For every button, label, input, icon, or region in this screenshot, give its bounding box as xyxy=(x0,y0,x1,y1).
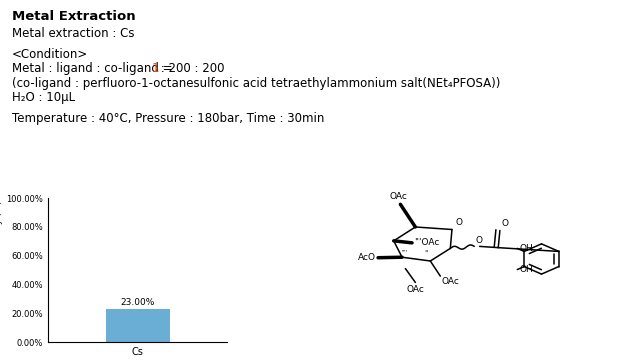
Text: H₂O : 10μL: H₂O : 10μL xyxy=(12,91,75,104)
Bar xyxy=(106,309,170,342)
Text: O: O xyxy=(476,236,483,245)
Text: OAc: OAc xyxy=(390,192,408,201)
Text: OH: OH xyxy=(520,244,533,253)
Text: OAc: OAc xyxy=(406,285,424,294)
Text: 1: 1 xyxy=(152,62,159,75)
Text: OAc: OAc xyxy=(442,277,460,287)
Text: '''': '''' xyxy=(401,250,408,255)
Text: '''OAc: '''OAc xyxy=(413,238,439,247)
Text: AcO: AcO xyxy=(358,253,376,262)
Text: <Condition>: <Condition> xyxy=(12,48,88,61)
Text: '': '' xyxy=(424,250,429,259)
Text: 23.00%: 23.00% xyxy=(120,298,155,307)
Text: Metal extraction : Cs: Metal extraction : Cs xyxy=(12,27,134,40)
Text: O: O xyxy=(455,219,462,228)
Text: (co-ligand : perfluoro-1-octanesulfonic acid tetraethylammonium salt(NEt₄PFOSA)): (co-ligand : perfluoro-1-octanesulfonic … xyxy=(12,77,500,90)
Text: OH: OH xyxy=(520,265,533,274)
Text: Metal Extraction: Metal Extraction xyxy=(12,10,136,23)
Text: : 200 : 200: : 200 : 200 xyxy=(157,62,224,75)
Text: O: O xyxy=(502,220,509,229)
Y-axis label: Metal extraction efficiency (%): Metal extraction efficiency (%) xyxy=(0,200,3,340)
Text: Temperature : 40°C, Pressure : 180bar, Time : 30min: Temperature : 40°C, Pressure : 180bar, T… xyxy=(12,112,324,125)
Text: Metal : ligand : co-ligand =: Metal : ligand : co-ligand = xyxy=(12,62,176,75)
